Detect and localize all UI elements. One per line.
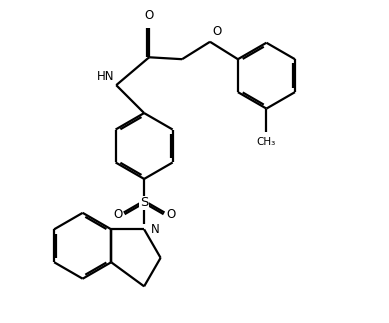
Text: O: O: [113, 208, 122, 221]
Text: O: O: [145, 9, 154, 22]
Text: S: S: [140, 196, 148, 209]
Text: N: N: [151, 223, 160, 236]
Text: CH₃: CH₃: [257, 137, 276, 147]
Text: HN: HN: [97, 70, 114, 83]
Text: O: O: [213, 25, 222, 38]
Text: O: O: [166, 208, 175, 221]
